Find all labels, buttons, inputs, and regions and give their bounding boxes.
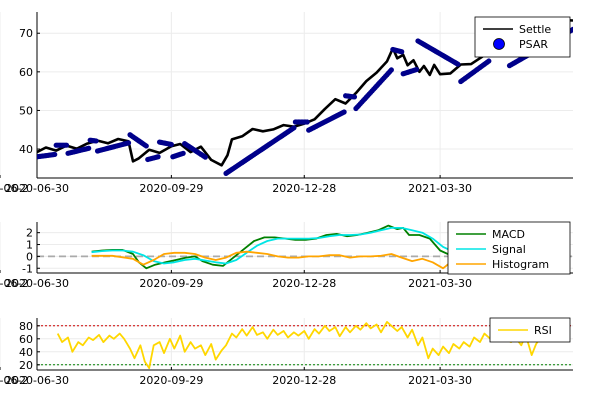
line-settle	[37, 18, 573, 167]
x-tick-label: 2020-12-28	[272, 277, 336, 290]
psar-point	[155, 154, 161, 160]
psar-point	[180, 150, 186, 156]
y-tick-label: 2	[26, 227, 33, 240]
psar-point	[63, 142, 70, 148]
x-tick-label: 2021-06-2	[0, 374, 28, 387]
legend: RSI	[489, 317, 571, 343]
legend: Settle PSAR	[474, 16, 571, 58]
y-tick-label: 60	[19, 66, 33, 79]
series-settle	[37, 18, 573, 167]
x-tick-label: 2020-06-30	[5, 277, 69, 290]
psar-point	[291, 125, 297, 131]
y-tick-label: 1	[26, 239, 33, 252]
legend-label: PSAR	[519, 38, 548, 51]
series-signal	[91, 226, 475, 265]
series-rsi	[56, 320, 543, 370]
plot-area	[37, 18, 573, 176]
x-tick-label: 2021-03-30	[408, 374, 472, 387]
psar-point	[168, 141, 174, 148]
x-tick-label: 2020-09-29	[139, 277, 203, 290]
psar-point	[455, 61, 461, 67]
psar-point	[399, 49, 405, 55]
x-tick-label: 2020-09-29	[139, 182, 203, 195]
y-tick-label: -1	[22, 262, 33, 275]
legend-label: RSI	[534, 324, 552, 337]
psar-point	[125, 140, 132, 146]
x-tick-label: 2021-06-2	[0, 182, 28, 195]
x-tick-label: 2020-12-28	[272, 374, 336, 387]
series-histogram	[91, 250, 475, 270]
legend-label: Histogram	[492, 258, 549, 271]
y-tick-label: 0	[26, 250, 33, 263]
x-tick-label: 2020-09-29	[139, 374, 203, 387]
legend-box	[474, 16, 571, 58]
psar-point	[388, 67, 394, 73]
x-tick-label: 2020-06-30	[5, 374, 69, 387]
psar-point	[93, 138, 99, 144]
line-rsi	[56, 320, 543, 370]
macd-panel: 2020-06-30 2020-09-29 2020-12-28 2021-03-30…	[0, 221, 573, 290]
y-tick-label: 20	[19, 359, 33, 372]
psar-point	[304, 119, 310, 125]
legend-label: Signal	[492, 243, 526, 256]
legend: MACD Signal Histogram	[447, 221, 571, 275]
legend-box	[447, 221, 571, 275]
x-tick-label: 2021-03-30	[408, 277, 472, 290]
psar-point	[570, 26, 573, 32]
psar-point	[341, 109, 347, 115]
y-tick-label: 50	[19, 104, 33, 117]
psar-point	[86, 145, 92, 151]
psar-point	[52, 151, 58, 158]
plot-area	[56, 320, 543, 370]
y-tick-label: 40	[19, 143, 33, 156]
psar-point	[413, 66, 420, 73]
y-tick-label: 80	[19, 320, 33, 333]
y-tick-label: 70	[19, 27, 33, 40]
line-histogram	[91, 250, 475, 270]
rsi-panel: 2020-06-30 2020-09-29 2020-12-28 2021-03-30…	[0, 317, 573, 387]
legend-label: Settle	[519, 23, 551, 36]
psar-point	[351, 94, 358, 100]
x-tick-label: 2021-06-2	[0, 277, 28, 290]
plot-area	[91, 224, 475, 270]
psar-point	[143, 143, 149, 149]
x-tick-label: 2020-12-28	[272, 182, 336, 195]
x-tick-label: 2021-03-30	[408, 182, 472, 195]
y-tick-label: 60	[19, 333, 33, 346]
y-tick-label: 40	[19, 346, 33, 359]
psar-point	[486, 58, 492, 64]
legend-marker	[493, 38, 505, 50]
price-panel: 2020-06-30 2020-09-29 2020-12-28 2021-03-30…	[0, 12, 573, 195]
x-tick-label: 2020-06-30	[5, 182, 69, 195]
psar-point	[202, 154, 208, 160]
series-psar	[37, 26, 573, 176]
legend-label: MACD	[492, 228, 525, 241]
line-signal	[91, 226, 475, 265]
